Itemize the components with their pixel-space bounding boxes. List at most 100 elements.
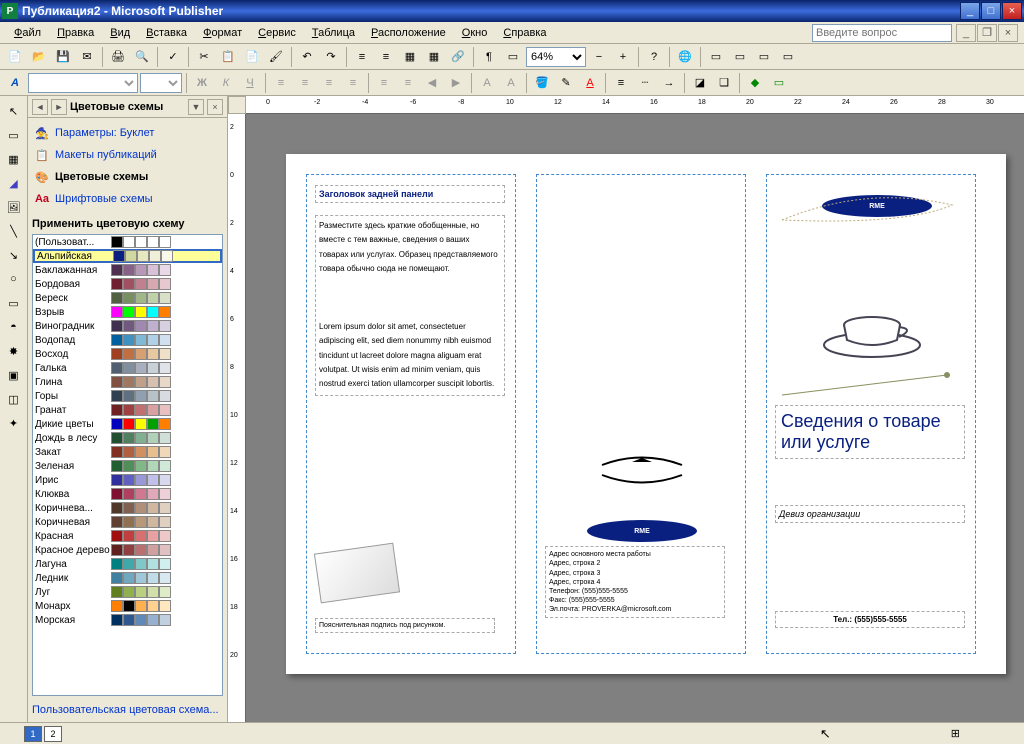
scheme-row[interactable]: Коричневая — [33, 515, 222, 529]
doc-restore-button[interactable]: ❐ — [977, 24, 997, 42]
boundaries-button[interactable]: ▭ — [502, 46, 524, 68]
form-control-tool[interactable]: ▣ — [3, 364, 25, 386]
underline-button[interactable]: Ч — [239, 72, 261, 94]
help-button[interactable]: ? — [643, 46, 665, 68]
preview-button[interactable]: 🔍 — [131, 46, 153, 68]
font-color-button[interactable]: A — [579, 72, 601, 94]
html-tool[interactable]: ◫ — [3, 388, 25, 410]
new-button[interactable]: 📄 — [4, 46, 26, 68]
wordart-tool[interactable]: ◢ — [3, 172, 25, 194]
open-button[interactable]: 📂 — [28, 46, 50, 68]
custom-scheme-link[interactable]: Пользовательская цветовая схема... — [28, 698, 227, 722]
page-tab-2[interactable]: 2 — [44, 726, 62, 742]
close-button[interactable]: × — [1002, 2, 1022, 20]
inc-font-button[interactable]: A — [500, 72, 522, 94]
save-button[interactable]: 💾 — [52, 46, 74, 68]
menu-вид[interactable]: Вид — [102, 25, 138, 41]
justify-button[interactable]: ≡ — [342, 72, 364, 94]
columns-button[interactable]: ▦ — [399, 46, 421, 68]
scheme-row[interactable]: Ирис — [33, 473, 222, 487]
publication-page[interactable]: Заголовок задней панели Разместите здесь… — [286, 154, 1006, 674]
menu-вставка[interactable]: Вставка — [138, 25, 195, 41]
tp-dropdown-button[interactable]: ▼ — [188, 99, 204, 115]
copy-button[interactable]: 📋 — [217, 46, 239, 68]
align-center-button[interactable]: ≡ — [294, 72, 316, 94]
paste-button[interactable]: 📄 — [241, 46, 263, 68]
menu-формат[interactable]: Формат — [195, 25, 250, 41]
front-title[interactable]: Сведения о товаре или услуге — [775, 405, 965, 459]
scheme-row[interactable]: Зеленая — [33, 459, 222, 473]
scheme-row[interactable]: Бордовая — [33, 277, 222, 291]
align-left-icon[interactable]: ≡ — [351, 46, 373, 68]
insert-table-button[interactable]: ▦ — [423, 46, 445, 68]
tp-link-params[interactable]: 🧙 Параметры: Буклет — [32, 122, 223, 144]
align-left-button[interactable]: ≡ — [270, 72, 292, 94]
font-combo[interactable] — [28, 73, 138, 93]
fill-color-button[interactable]: 🪣 — [531, 72, 553, 94]
scheme-row[interactable]: Дождь в лесу — [33, 431, 222, 445]
align-center-icon[interactable]: ≡ — [375, 46, 397, 68]
cup-image[interactable] — [817, 285, 927, 365]
outdent-button[interactable]: ◀ — [421, 72, 443, 94]
scheme-row[interactable]: Красная — [33, 529, 222, 543]
web-preview-button[interactable]: 🌐 — [674, 46, 696, 68]
merge-button[interactable]: ▭ — [729, 46, 751, 68]
decorative-arc[interactable] — [592, 450, 692, 490]
scheme-row[interactable]: Вереск — [33, 291, 222, 305]
scheme-row[interactable]: Ледник — [33, 571, 222, 585]
scheme-row[interactable]: Коричнева... — [33, 501, 222, 515]
scheme-row[interactable]: Горы — [33, 389, 222, 403]
image-caption[interactable]: Пояснительная подпись под рисунком. — [315, 618, 495, 633]
zoom-in-button[interactable]: + — [612, 46, 634, 68]
line-tool[interactable]: ╲ — [3, 220, 25, 242]
scheme-row[interactable]: Гранат — [33, 403, 222, 417]
scheme-row[interactable]: Альпийская — [33, 249, 222, 263]
styles-button[interactable]: A — [4, 72, 26, 94]
shadow-button[interactable]: ◪ — [689, 72, 711, 94]
scheme-row[interactable]: Галька — [33, 361, 222, 375]
table-tool[interactable]: ▦ — [3, 148, 25, 170]
more-button[interactable]: ▭ — [768, 72, 790, 94]
menu-справка[interactable]: Справка — [495, 25, 554, 41]
scheme-row[interactable]: Восход — [33, 347, 222, 361]
scheme-row[interactable]: Лагуна — [33, 557, 222, 571]
back-body[interactable]: Разместите здесь краткие обобщенные, но … — [315, 215, 505, 396]
back-panel[interactable]: Заголовок задней панели Разместите здесь… — [306, 174, 516, 654]
scheme-row[interactable]: (Пользоват... — [33, 235, 222, 249]
menu-окно[interactable]: Окно — [454, 25, 496, 41]
motto-box[interactable]: Девиз организации — [775, 505, 965, 523]
rectangle-tool[interactable]: ▭ — [3, 292, 25, 314]
scheme-row[interactable]: Водопад — [33, 333, 222, 347]
zoom-out-button[interactable]: − — [588, 46, 610, 68]
address-box[interactable]: Адрес основного места работыАдрес, строк… — [545, 546, 725, 618]
special-button[interactable]: ▭ — [777, 46, 799, 68]
tp-link-layouts[interactable]: 📋 Макеты публикаций — [32, 144, 223, 166]
pointer-tool[interactable]: ↖ — [3, 100, 25, 122]
back-heading[interactable]: Заголовок задней панели — [315, 185, 505, 203]
org-oval-mid[interactable]: RME — [587, 520, 697, 542]
scheme-row[interactable]: Закат — [33, 445, 222, 459]
scheme-row[interactable]: Монарх — [33, 599, 222, 613]
arrow-style-button[interactable]: → — [658, 72, 680, 94]
line-color-button[interactable]: ✎ — [555, 72, 577, 94]
scheme-row[interactable]: Клюква — [33, 487, 222, 501]
arrow-tool[interactable]: ↘ — [3, 244, 25, 266]
doc-minimize-button[interactable]: _ — [956, 24, 976, 42]
hotspot-tool[interactable]: ✸ — [3, 340, 25, 362]
numbering-button[interactable]: ≡ — [373, 72, 395, 94]
menu-таблица[interactable]: Таблица — [304, 25, 363, 41]
scheme-row[interactable]: Глина — [33, 375, 222, 389]
doc-close-button[interactable]: × — [998, 24, 1018, 42]
scheme-row[interactable]: Виноградник — [33, 319, 222, 333]
cut-button[interactable]: ✂ — [193, 46, 215, 68]
line-style-button[interactable]: ≡ — [610, 72, 632, 94]
format-painter-button[interactable]: 🖌 — [265, 46, 287, 68]
tp-link-colors[interactable]: 🎨 Цветовые схемы — [32, 166, 223, 188]
scheme-row[interactable]: Взрыв — [33, 305, 222, 319]
dash-style-button[interactable]: ┈ — [634, 72, 656, 94]
maximize-button[interactable]: □ — [981, 2, 1001, 20]
italic-button[interactable]: К — [215, 72, 237, 94]
redo-button[interactable]: ↷ — [320, 46, 342, 68]
bold-button[interactable]: Ж — [191, 72, 213, 94]
spelling-button[interactable]: ✓ — [162, 46, 184, 68]
